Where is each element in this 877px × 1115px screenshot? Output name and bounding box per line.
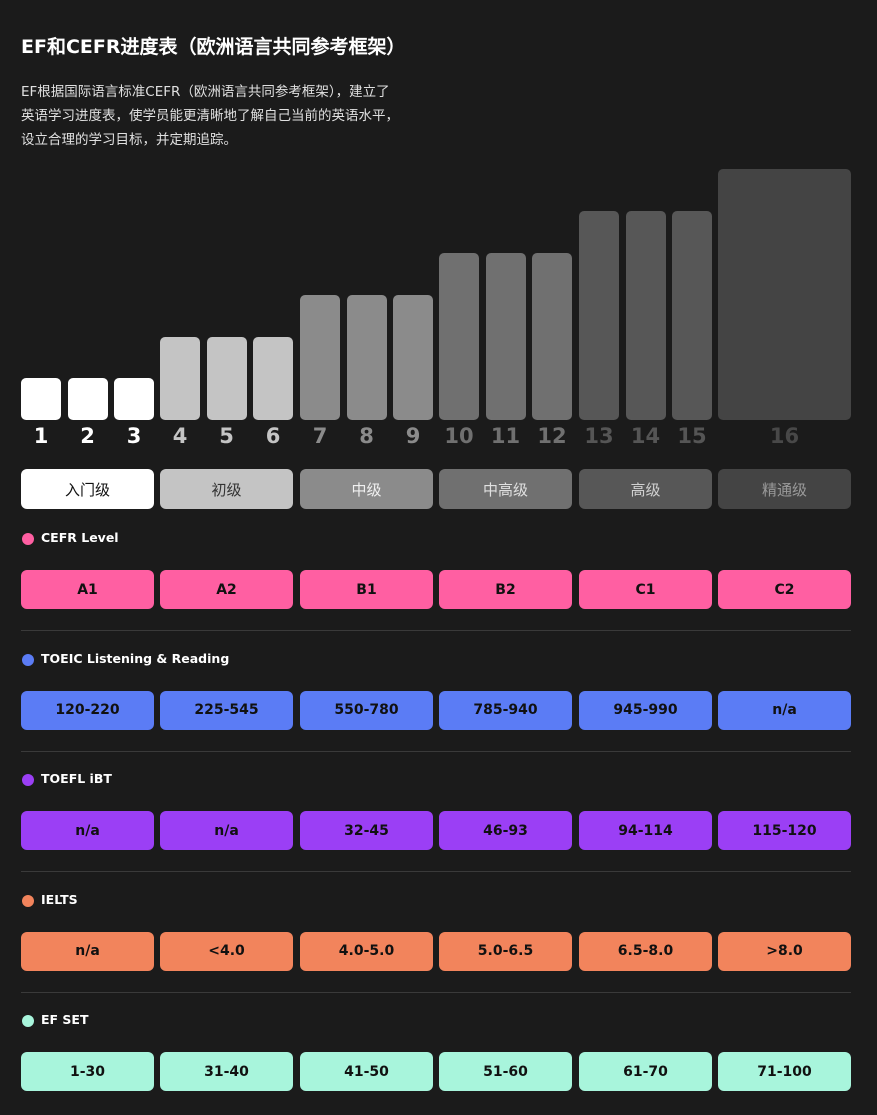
section-label: CEFR Level: [41, 530, 119, 545]
level-bar: [346, 295, 387, 420]
score-cell: 31-40: [160, 1052, 293, 1091]
score-cell: 32-45: [300, 811, 433, 850]
score-cell: n/a: [160, 811, 293, 850]
level-number: 6: [265, 424, 281, 448]
level-bar: [67, 378, 108, 420]
level-number: 12: [537, 424, 567, 448]
level-bar: [625, 211, 666, 420]
group-label: 入门级: [21, 469, 154, 509]
group-label: 中高级: [439, 469, 572, 509]
score-cell: 785-940: [439, 690, 572, 730]
level-bar: [114, 378, 154, 420]
level-bar: [672, 211, 712, 420]
score-cell: 51-60: [439, 1052, 572, 1091]
divider: [21, 750, 851, 752]
legend-dot: [22, 774, 34, 786]
legend-dot: [22, 894, 34, 907]
score-cell: A1: [21, 570, 154, 609]
level-number: 5: [219, 424, 234, 448]
level-number: 11: [490, 424, 521, 448]
level-bar: [160, 337, 200, 420]
level-number: 1: [33, 424, 49, 448]
level-bar: [718, 169, 851, 420]
level-number: 13: [584, 424, 614, 448]
divider: [21, 991, 851, 993]
score-cell: 225-545: [160, 690, 293, 730]
desc-line: EF根据国际语言标准CEFR（欧洲语言共同参考框架），建立了: [21, 84, 390, 100]
score-cell: <4.0: [160, 931, 293, 971]
level-bar: [300, 295, 340, 420]
level-bar: [253, 337, 293, 420]
score-cell: A2: [160, 570, 293, 609]
score-cell: 5.0-6.5: [439, 931, 572, 971]
level-number: 10: [444, 424, 474, 448]
level-number: 3: [126, 424, 142, 448]
level-bar: [579, 211, 619, 420]
score-cell: 61-70: [579, 1052, 712, 1091]
score-cell: 41-50: [300, 1052, 433, 1091]
score-cell: 6.5-8.0: [579, 931, 712, 971]
section-label: TOEIC Listening & Reading: [41, 650, 230, 666]
desc-line: 英语学习进度表，使学员能更清晰地了解自己当前的英语水平，: [21, 108, 399, 124]
score-cell: 945-990: [579, 690, 712, 730]
group-label: 精通级: [718, 469, 851, 509]
score-cell: 1-30: [21, 1052, 154, 1091]
score-cell: 71-100: [718, 1052, 851, 1091]
level-number: 16: [769, 424, 800, 448]
level-bar: [206, 337, 247, 420]
score-cell: 550-780: [300, 690, 433, 730]
level-bar: [21, 378, 61, 420]
title: EF和CEFR进度表（欧洲语言共同参考框架）: [21, 36, 406, 58]
level-number: 8: [359, 424, 374, 448]
score-cell: 120-220: [21, 690, 154, 730]
level-bar: [393, 295, 433, 420]
score-cell: 94-114: [579, 811, 712, 850]
group-label: 中级: [300, 469, 433, 509]
score-cell: n/a: [21, 811, 154, 850]
level-number: 15: [677, 424, 707, 448]
score-cell: B2: [439, 570, 572, 609]
legend-dot: [22, 653, 34, 666]
level-number: 7: [312, 424, 328, 448]
score-cell: n/a: [718, 690, 851, 730]
legend-dot: [22, 1015, 34, 1027]
legend-dot: [22, 533, 34, 545]
score-cell: 46-93: [439, 811, 572, 850]
level-number: 2: [80, 424, 95, 448]
score-cell: 115-120: [718, 811, 851, 850]
score-cell: >8.0: [718, 931, 851, 971]
level-bar: [532, 253, 572, 420]
section-label: TOEFL iBT: [41, 771, 112, 786]
group-label: 高级: [579, 469, 712, 509]
section-label: EF SET: [41, 1012, 89, 1027]
score-cell: C1: [579, 570, 712, 609]
group-label: 初级: [160, 469, 293, 509]
score-cell: n/a: [21, 931, 154, 971]
level-number: 4: [172, 424, 188, 448]
level-number: 14: [630, 424, 661, 448]
score-cell: B1: [300, 570, 433, 609]
score-cell: 4.0-5.0: [300, 931, 433, 971]
divider: [21, 871, 851, 872]
description: EF根据国际语言标准CEFR（欧洲语言共同参考框架），建立了 英语学习进度表，使…: [21, 80, 399, 152]
section-label: IELTS: [41, 891, 78, 907]
level-number: 9: [405, 424, 421, 448]
divider: [21, 630, 851, 631]
level-bar: [485, 253, 526, 420]
score-cell: C2: [718, 570, 851, 609]
level-bar: [439, 253, 479, 420]
desc-line: 设立合理的学习目标，并定期追踪。: [21, 132, 237, 148]
